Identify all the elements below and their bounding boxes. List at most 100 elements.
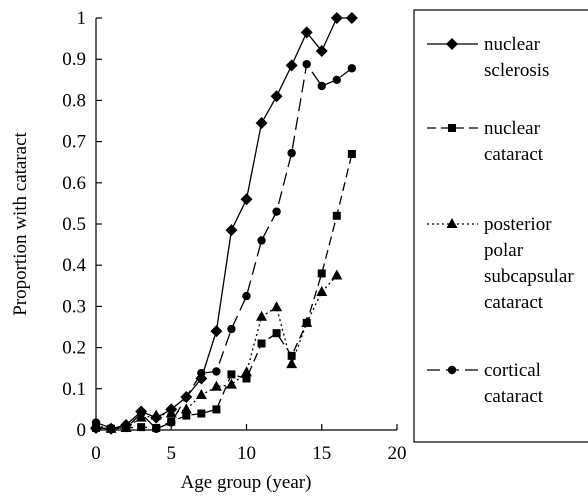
- data-point: [242, 291, 251, 301]
- data-point: [301, 316, 313, 327]
- data-point: [257, 236, 266, 245]
- y-tick-label: 0.6: [62, 173, 86, 194]
- series-line: [95, 153, 353, 430]
- legend-box: [413, 9, 588, 443]
- data-point: [317, 81, 326, 91]
- y-tick-label: 0: [77, 420, 87, 441]
- data-point: [225, 224, 238, 237]
- data-point: [257, 339, 266, 348]
- data-point: [210, 380, 222, 391]
- data-point: [345, 12, 358, 24]
- data-point: [242, 374, 251, 383]
- legend-label: posterior: [484, 214, 552, 235]
- y-axis-title: Proportion with cataract: [10, 131, 31, 315]
- y-tick-label: 0.4: [62, 255, 86, 276]
- data-point: [182, 392, 191, 402]
- data-point: [330, 12, 343, 24]
- y-ticks: 0 0.1 0.2 0.3 0.4 0.5 0.6 0.7 0.8 0.9 1: [62, 8, 102, 441]
- data-point: [91, 418, 101, 427]
- x-tick-label: 20: [388, 443, 407, 464]
- y-tick-label: 1: [77, 8, 87, 29]
- legend-label: nuclear: [484, 118, 541, 139]
- data-point: [332, 75, 341, 85]
- data-point: [227, 370, 236, 379]
- legend-label: cortical: [484, 360, 541, 381]
- legend-label: polar: [484, 240, 524, 261]
- data-point: [121, 423, 131, 433]
- data-point: [136, 409, 146, 418]
- data-point: [316, 285, 328, 296]
- data-point: [137, 423, 146, 432]
- data-point: [286, 358, 298, 369]
- data-point: [287, 351, 296, 360]
- data-point: [347, 149, 356, 158]
- data-point: [285, 59, 298, 72]
- x-tick-label: 10: [237, 443, 256, 464]
- data-point: [270, 90, 283, 103]
- data-point: [197, 409, 206, 418]
- data-point: [227, 324, 236, 334]
- x-tick-label: 15: [312, 443, 331, 464]
- series-line: [95, 62, 353, 430]
- data-point: [256, 310, 268, 321]
- data-point: [210, 325, 223, 338]
- x-ticks: 0 5 10 15 20: [91, 424, 407, 464]
- data-point: [287, 148, 296, 158]
- y-tick-label: 0.5: [62, 214, 86, 235]
- y-tick-label: 0.9: [62, 49, 86, 70]
- legend-label: cataract: [484, 386, 544, 407]
- y-tick-label: 0.1: [62, 379, 86, 400]
- data-point: [240, 193, 253, 206]
- data-point: [271, 301, 283, 312]
- y-tick-label: 0.8: [62, 90, 86, 111]
- data-point: [106, 423, 116, 433]
- y-tick-label: 0.7: [62, 132, 86, 153]
- x-tick-label: 5: [167, 443, 177, 464]
- legend-entry: cortical cataract: [427, 360, 544, 407]
- data-point: [212, 405, 221, 414]
- data-point: [255, 117, 268, 130]
- data-point: [331, 269, 343, 280]
- data-point: [180, 403, 192, 414]
- series-line: [95, 17, 352, 430]
- data-point: [332, 211, 341, 220]
- data-point: [150, 409, 162, 420]
- legend-marker: [446, 38, 458, 50]
- legend-label: nuclear: [484, 34, 541, 55]
- data-point: [300, 26, 313, 39]
- legend-marker: [447, 365, 457, 375]
- data-point: [165, 407, 177, 418]
- series-diamond: [90, 12, 358, 435]
- data-point: [195, 388, 207, 399]
- data-point: [241, 366, 252, 377]
- data-point: [272, 207, 281, 216]
- legend-entry: posterior polar subcapsular cataract: [427, 214, 574, 313]
- data-point: [212, 367, 221, 376]
- data-point: [197, 368, 206, 378]
- legend: nuclear sclerosis nuclear cataract posterior…: [413, 9, 588, 443]
- legend-label: cataract: [484, 144, 544, 165]
- series-square: [92, 149, 356, 433]
- x-tick-label: 0: [91, 443, 101, 464]
- data-point: [182, 411, 191, 420]
- data-point: [317, 269, 326, 278]
- legend-label: cataract: [484, 292, 544, 313]
- data-point: [167, 418, 176, 427]
- series-line: [95, 275, 338, 430]
- data-point: [302, 59, 311, 69]
- series-circle: [91, 59, 357, 433]
- data-point: [152, 424, 161, 433]
- legend-label: sclerosis: [484, 60, 549, 81]
- legend-entry: nuclear sclerosis: [427, 34, 549, 81]
- y-tick-label: 0.3: [62, 296, 86, 317]
- legend-marker: [448, 124, 456, 132]
- legend-entry: nuclear cataract: [427, 118, 544, 165]
- series-layer: [90, 12, 358, 435]
- y-tick-label: 0.2: [62, 338, 86, 359]
- x-axis-title: Age group (year): [181, 472, 312, 493]
- data-point: [315, 44, 328, 57]
- data-point: [347, 64, 357, 73]
- data-point: [225, 378, 237, 389]
- legend-marker: [446, 218, 458, 228]
